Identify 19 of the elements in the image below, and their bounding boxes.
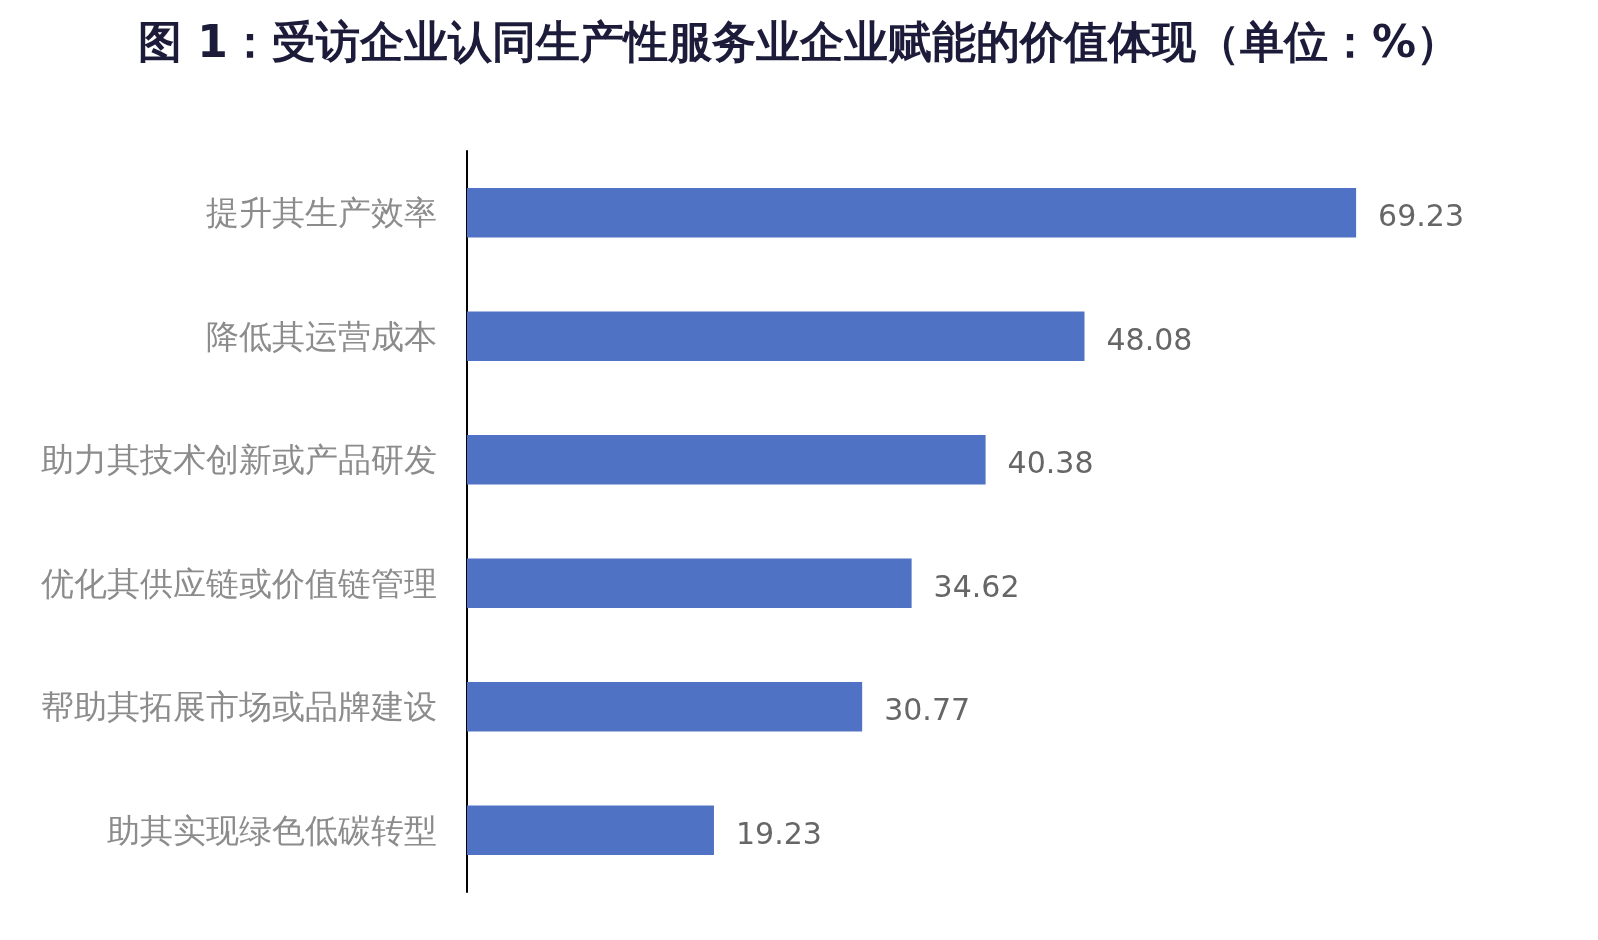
y-tick-label: 助其实现绿色低碳转型 bbox=[107, 810, 437, 850]
data-label: 48.08 bbox=[1106, 321, 1193, 357]
y-tick-label: 提升其生产效率 bbox=[206, 193, 437, 233]
y-tick-label: 降低其运营成本 bbox=[206, 316, 437, 356]
y-tick-label: 帮助其拓展市场或品牌建设 bbox=[41, 687, 437, 727]
bar bbox=[467, 435, 986, 485]
bar bbox=[467, 558, 912, 608]
data-label: 40.38 bbox=[1007, 445, 1094, 481]
data-label: 30.77 bbox=[884, 692, 971, 728]
data-label: 34.62 bbox=[933, 568, 1020, 604]
y-tick-label: 优化其供应链或价值链管理 bbox=[41, 563, 437, 603]
chart-title: 图 1：受访企业认同生产性服务业企业赋能的价值体现（单位：%） bbox=[137, 15, 1461, 67]
y-tick-label: 助力其技术创新或产品研发 bbox=[41, 440, 437, 480]
bar bbox=[467, 805, 714, 855]
data-label: 19.23 bbox=[735, 815, 822, 851]
bar bbox=[467, 311, 1085, 361]
bar bbox=[467, 682, 863, 732]
data-label: 69.23 bbox=[1378, 198, 1464, 234]
bar bbox=[467, 188, 1357, 238]
